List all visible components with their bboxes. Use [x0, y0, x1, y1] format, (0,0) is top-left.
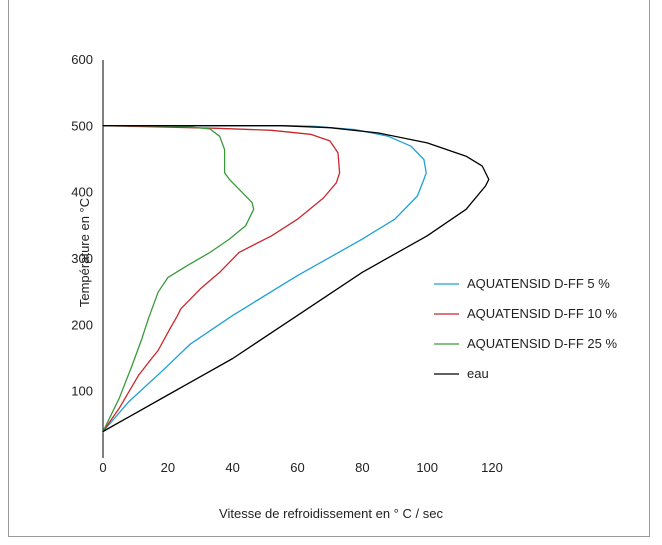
- x-tick-label: 100: [416, 460, 438, 475]
- y-tick-label: 400: [71, 185, 93, 200]
- legend-label-2: AQUATENSID D-FF 10 %: [467, 306, 617, 321]
- y-tick-label: 300: [71, 251, 93, 266]
- x-tick-label: 0: [99, 460, 106, 475]
- chart-frame: [8, 0, 650, 537]
- legend-label-4: eau: [467, 366, 489, 381]
- x-tick-label: 60: [290, 460, 304, 475]
- x-tick-label: 120: [481, 460, 503, 475]
- y-ticks: 100 200 300 400 500 600: [71, 52, 93, 399]
- x-tick-label: 40: [225, 460, 239, 475]
- series-lines: [102, 125, 490, 433]
- legend: AQUATENSID D-FF 5 % AQUATENSID D-FF 10 % A…: [434, 276, 617, 381]
- series-line-2: [102, 125, 341, 433]
- legend-label-1: AQUATENSID D-FF 5 %: [467, 276, 610, 291]
- y-tick-label: 500: [71, 118, 93, 133]
- x-tick-label: 20: [161, 460, 175, 475]
- legend-label-3: AQUATENSID D-FF 25 %: [467, 336, 617, 351]
- x-tick-label: 80: [355, 460, 369, 475]
- y-tick-label: 100: [71, 384, 93, 399]
- x-axis-label: Vitesse de refroidissement en ° C / sec: [219, 506, 443, 521]
- y-axis-label: Température en °C: [77, 197, 93, 308]
- x-ticks: 0 20 40 60 80 100 120: [99, 460, 502, 475]
- y-tick-label: 200: [71, 317, 93, 332]
- series-line-3: [102, 125, 255, 433]
- series-line-1: [102, 125, 427, 433]
- series-line-4: [102, 125, 490, 433]
- y-tick-label: 600: [71, 52, 93, 67]
